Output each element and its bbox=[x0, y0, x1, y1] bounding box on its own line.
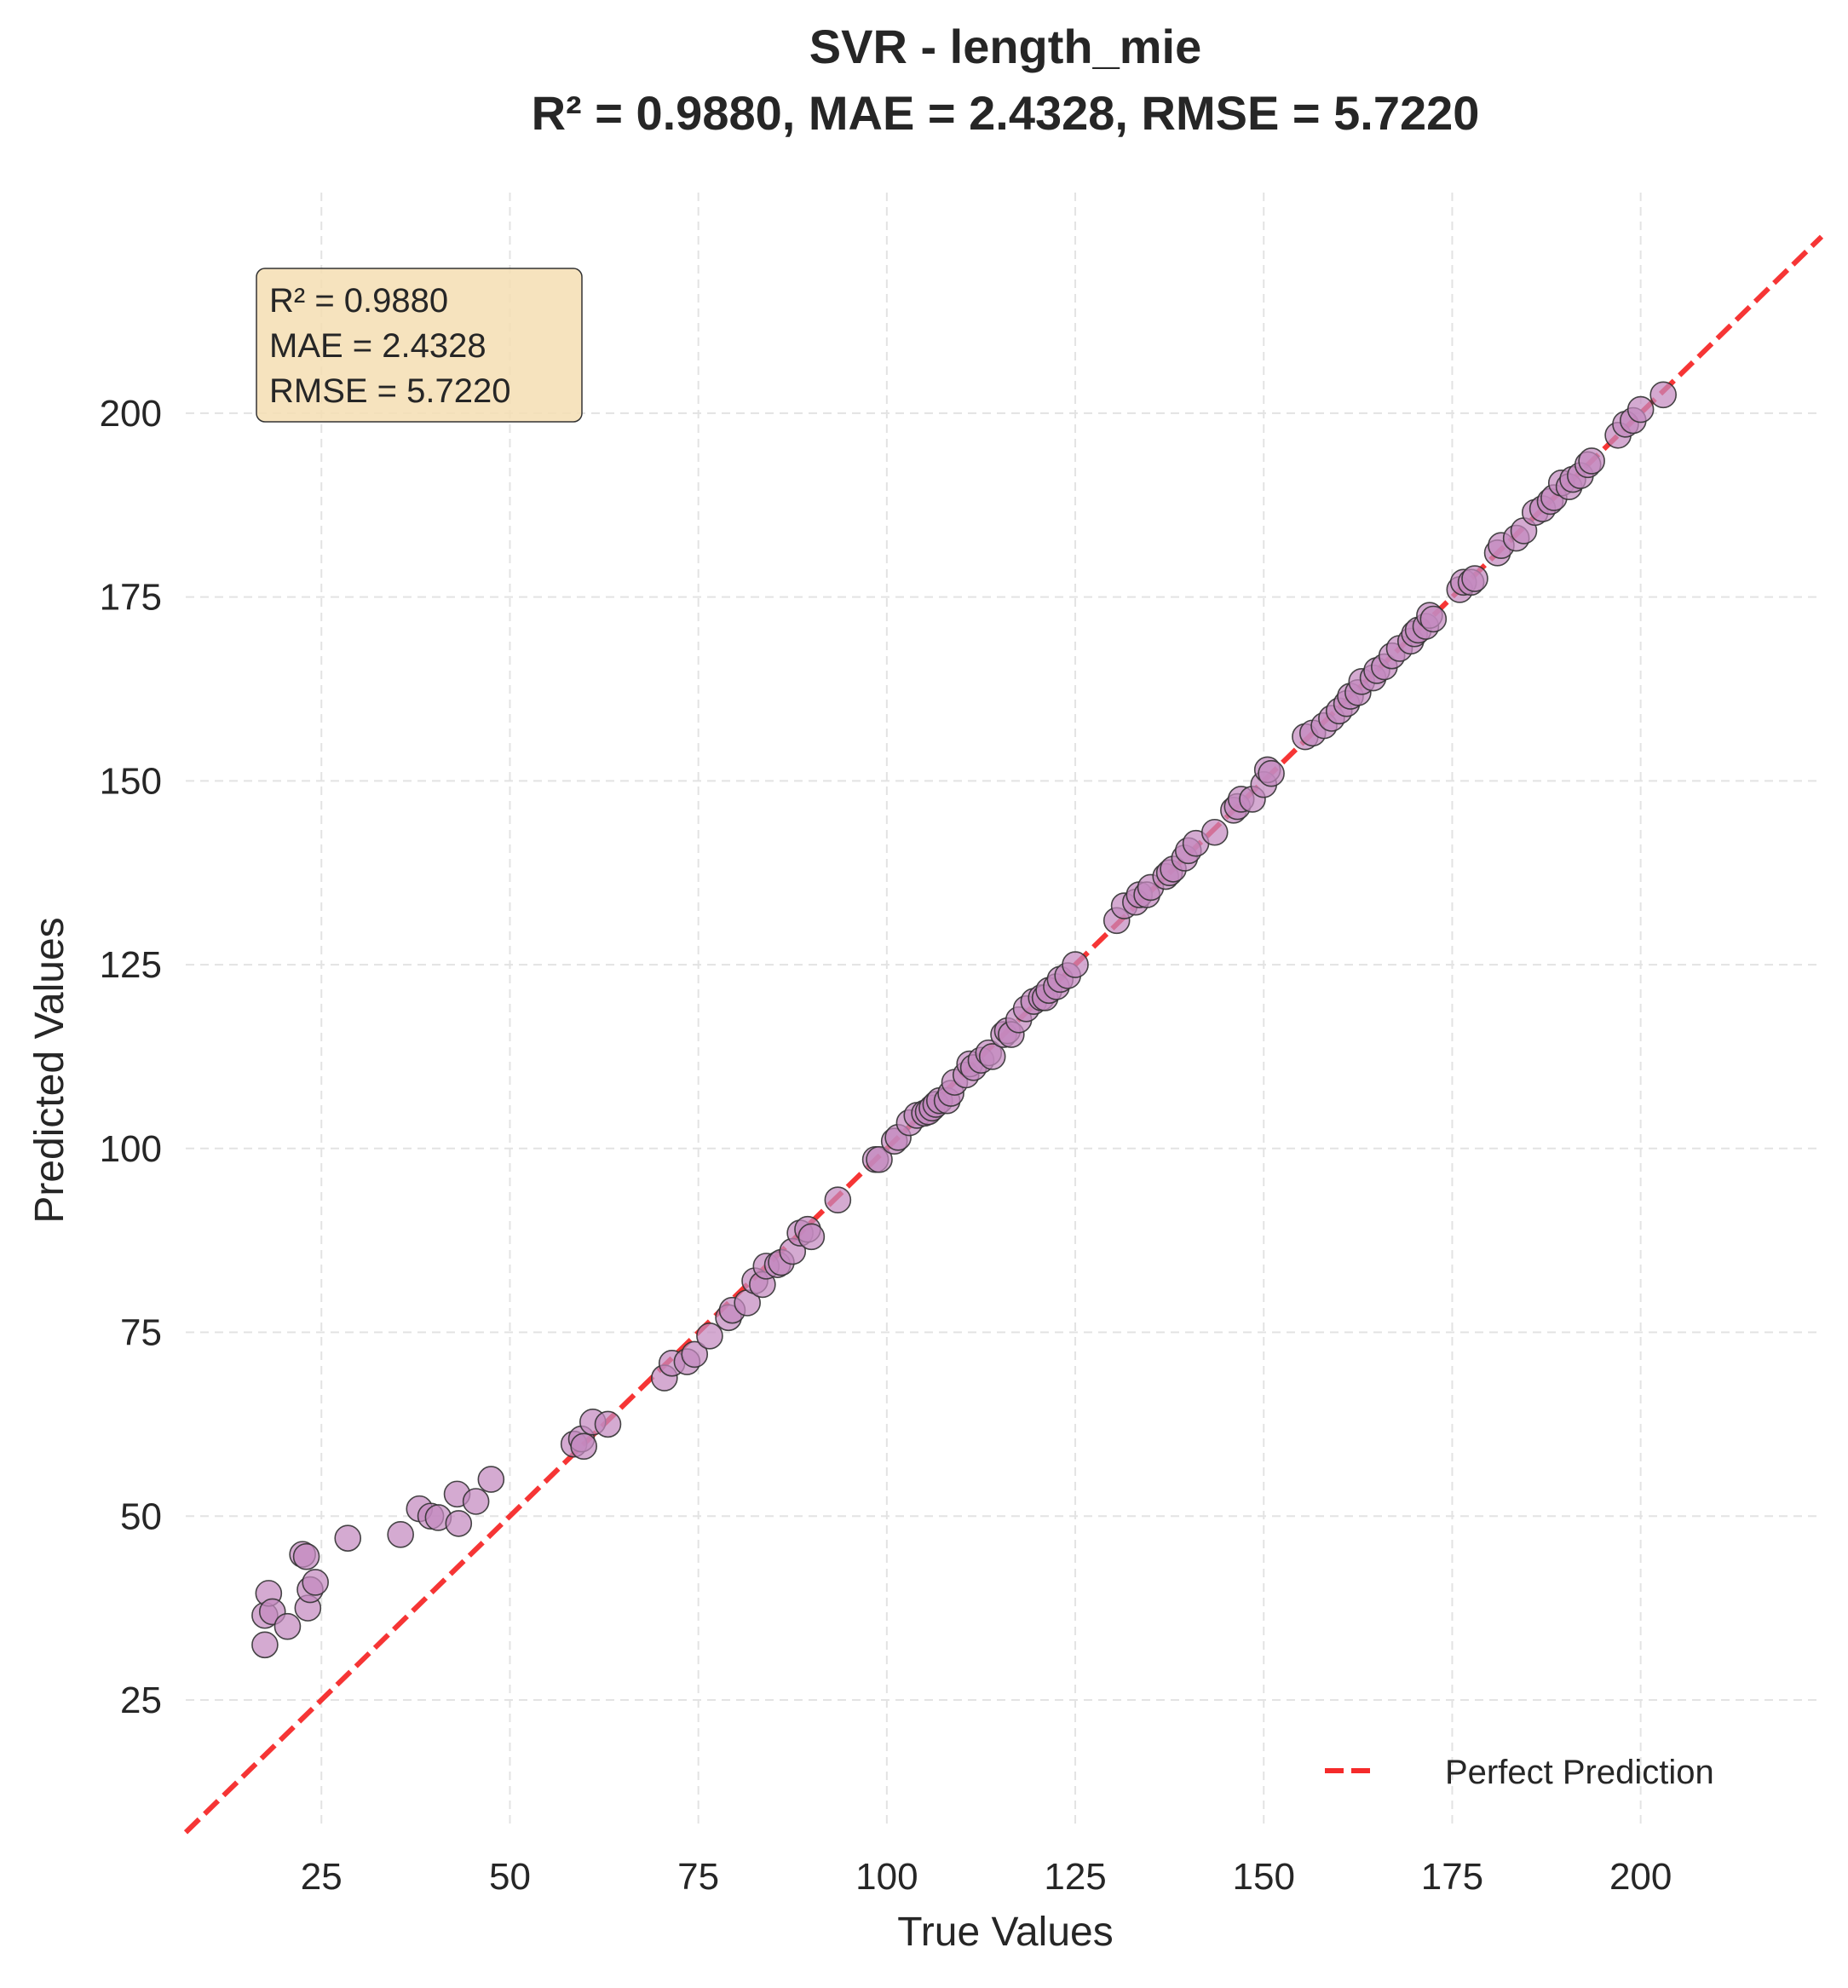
data-point bbox=[978, 1043, 1006, 1070]
data-point bbox=[251, 1631, 279, 1659]
legend-label-perfect-prediction: Perfect Prediction bbox=[1445, 1754, 1714, 1791]
data-point bbox=[387, 1521, 414, 1548]
data-point bbox=[1649, 381, 1677, 409]
data-point bbox=[334, 1524, 362, 1552]
data-point bbox=[866, 1145, 893, 1173]
stats-box: R² = 0.9880 MAE = 2.4328 RMSE = 5.7220 bbox=[256, 268, 583, 423]
y-tick-label: 150 bbox=[100, 760, 162, 802]
chart-title: SVR - length_mie bbox=[809, 20, 1202, 73]
stats-box-background bbox=[256, 268, 583, 423]
data-point bbox=[477, 1466, 505, 1493]
x-tick-label: 175 bbox=[1421, 1856, 1483, 1898]
data-point bbox=[824, 1186, 852, 1214]
data-point bbox=[292, 1542, 320, 1570]
x-tick-label: 150 bbox=[1233, 1856, 1295, 1898]
legend: Perfect Prediction bbox=[1325, 1754, 1714, 1791]
y-tick-label: 50 bbox=[120, 1495, 162, 1537]
stats-r2: R² = 0.9880 bbox=[269, 282, 448, 320]
data-point bbox=[570, 1432, 597, 1461]
y-tick-label: 125 bbox=[100, 944, 162, 986]
y-tick-label: 175 bbox=[100, 577, 162, 619]
data-point bbox=[445, 1510, 473, 1537]
data-point bbox=[1062, 951, 1089, 978]
x-axis-label: True Values bbox=[897, 1910, 1113, 1955]
data-point bbox=[797, 1223, 826, 1251]
y-tick-label: 100 bbox=[100, 1128, 162, 1170]
x-tick-label: 50 bbox=[489, 1856, 531, 1898]
x-tick-label: 200 bbox=[1609, 1856, 1672, 1898]
stats-mae: MAE = 2.4328 bbox=[269, 327, 486, 365]
x-tick-label: 75 bbox=[677, 1856, 719, 1898]
data-point bbox=[681, 1340, 709, 1369]
grid-lines bbox=[186, 193, 1822, 1829]
data-point bbox=[302, 1569, 329, 1596]
y-tick-label: 75 bbox=[120, 1312, 162, 1354]
data-point bbox=[1578, 447, 1605, 475]
data-points bbox=[251, 381, 1677, 1659]
x-tick-labels: 25 50 75 100 125 150 175 200 bbox=[301, 1856, 1672, 1898]
y-tick-labels: 25 50 75 100 125 150 175 200 bbox=[100, 393, 162, 1721]
data-point bbox=[1258, 759, 1285, 787]
data-point bbox=[462, 1488, 490, 1515]
data-point bbox=[696, 1322, 723, 1350]
x-tick-label: 25 bbox=[301, 1856, 343, 1898]
data-point bbox=[1200, 818, 1229, 846]
y-tick-label: 200 bbox=[100, 393, 162, 435]
data-point bbox=[594, 1410, 622, 1438]
y-axis-label: Predicted Values bbox=[27, 917, 72, 1223]
data-point bbox=[273, 1612, 302, 1640]
data-point bbox=[1626, 395, 1655, 424]
data-point bbox=[1461, 565, 1488, 592]
chart-subtitle: R² = 0.9880, MAE = 2.4328, RMSE = 5.7220 bbox=[532, 86, 1480, 140]
x-tick-label: 100 bbox=[855, 1856, 918, 1898]
data-point bbox=[1419, 605, 1448, 633]
x-tick-label: 125 bbox=[1044, 1856, 1106, 1898]
y-tick-label: 25 bbox=[120, 1680, 162, 1721]
stats-rmse: RMSE = 5.7220 bbox=[269, 372, 511, 410]
